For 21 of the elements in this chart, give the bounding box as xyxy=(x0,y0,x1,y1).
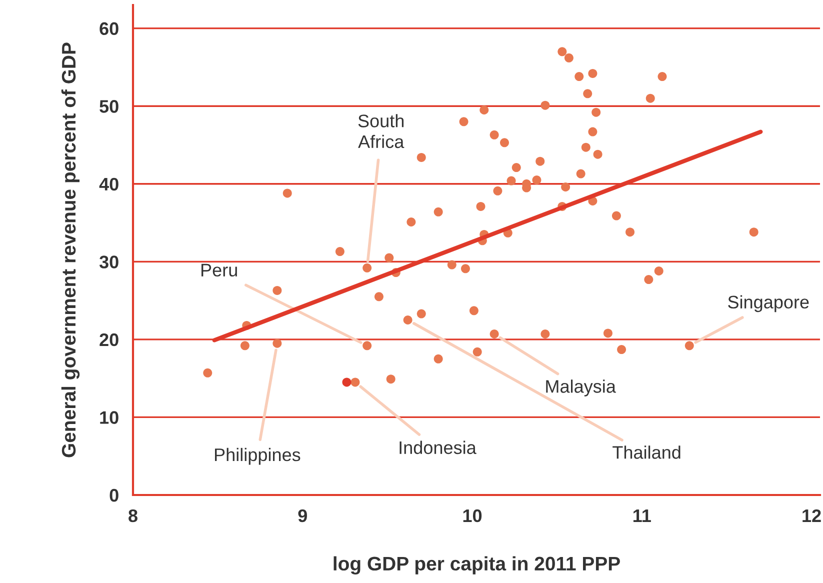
x-tick-label: 8 xyxy=(128,509,138,522)
y-tick-label: 40 xyxy=(99,178,118,191)
annotation: Peru xyxy=(202,264,237,277)
annotation: Indonesia xyxy=(400,440,476,454)
annotation: Malaysia xyxy=(546,380,616,396)
annotation: South Africa xyxy=(358,114,404,148)
x-tick-label: 12 xyxy=(802,509,821,522)
annotation: Philippines xyxy=(215,448,300,465)
y-tick-label: 10 xyxy=(100,411,118,424)
y-tick-label: 0 xyxy=(110,488,118,502)
x-tick-label: 10 xyxy=(463,509,482,522)
x-axis-title: log GDP per capita in 2011 PPP xyxy=(334,556,620,574)
y-tick-label: 50 xyxy=(100,100,118,113)
y-axis-title: General government revenue percent of GDP xyxy=(61,42,80,458)
annotation: Singapore xyxy=(728,295,809,312)
y-tick-label: 20 xyxy=(100,333,118,346)
x-tick-label: 9 xyxy=(298,509,307,522)
y-tick-label: 30 xyxy=(99,256,118,268)
x-tick-label: 11 xyxy=(633,510,651,522)
annotation: Thailand xyxy=(612,446,680,459)
y-tick-label: 60 xyxy=(100,22,118,36)
